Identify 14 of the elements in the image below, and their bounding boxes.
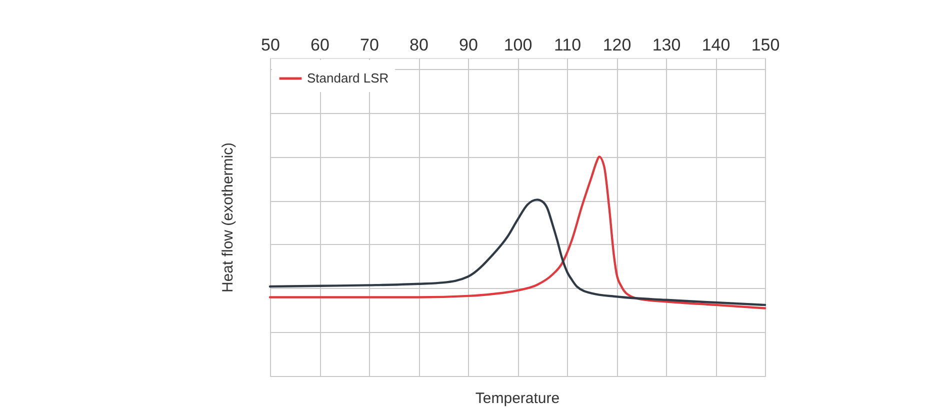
x-tick-label: 80 (410, 36, 428, 54)
legend-label: Standard LSR (307, 70, 389, 86)
x-tick-label: 140 (702, 36, 730, 54)
x-tick-label: 70 (360, 36, 379, 54)
x-tick-label: 120 (602, 36, 632, 54)
x-tick-label: 110 (554, 36, 582, 54)
x-tick-label: 90 (459, 36, 478, 54)
y-axis-title: Heat flow (exothermic) (220, 142, 236, 293)
x-tick-label: 50 (261, 36, 280, 54)
x-axis-title: Temperature (475, 390, 560, 407)
x-tick-label: 150 (751, 36, 780, 54)
x-tick-label: 130 (652, 36, 681, 54)
x-tick-label: 100 (504, 36, 532, 54)
x-tick-label: 60 (310, 36, 330, 54)
